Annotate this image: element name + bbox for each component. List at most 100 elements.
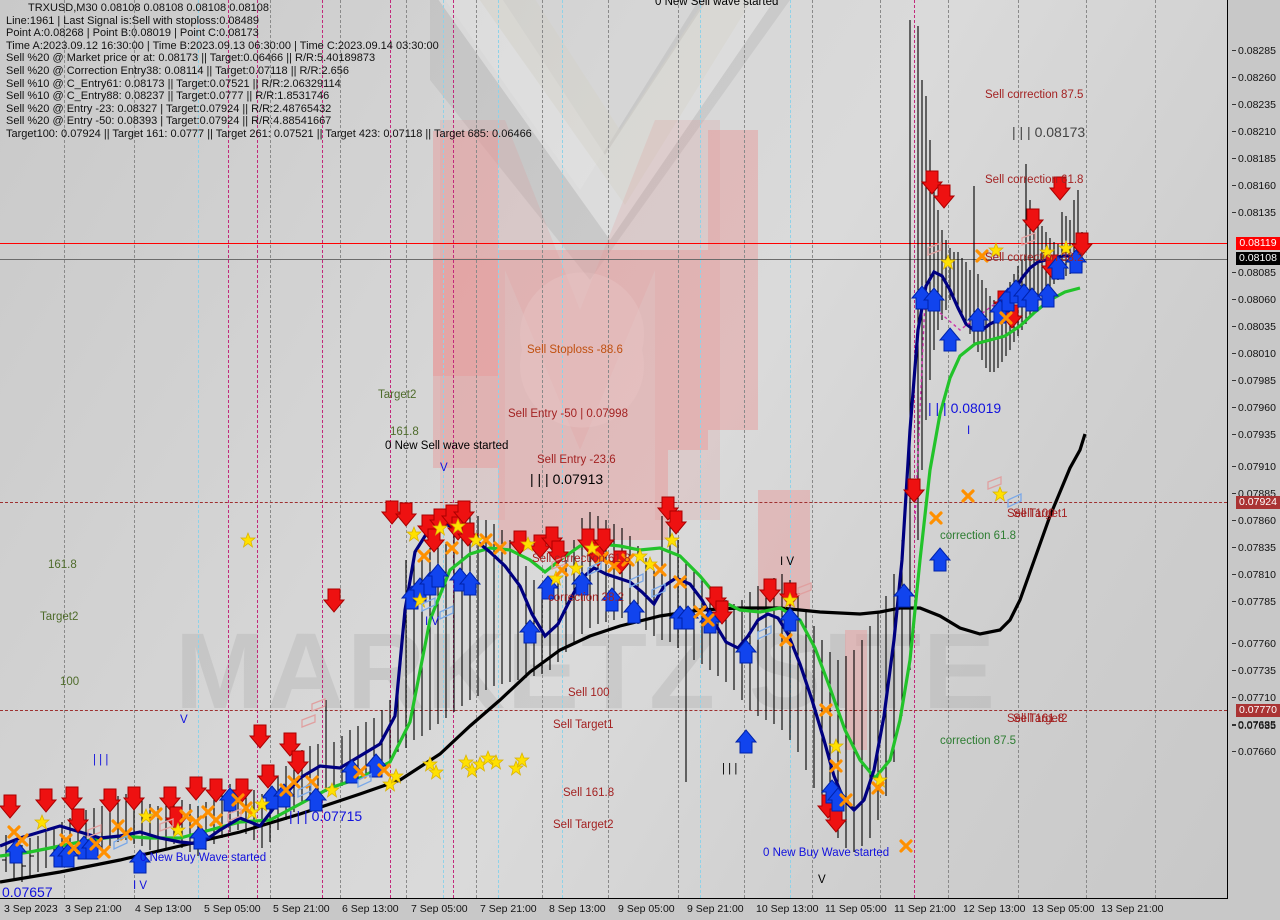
header-line-1: Point A:0.08268 | Point B:0.08019 | Poin… [6, 27, 259, 40]
price-tick-label-16: 0.07860 [1238, 515, 1276, 527]
sell-zone-d [608, 250, 708, 450]
time-tick-0: 3 Sep 2023 [4, 903, 58, 915]
price-series-canvas [0, 20, 1093, 884]
grid-v-18 [678, 0, 679, 898]
grid-v-14 [498, 0, 499, 898]
time-tick-6: 7 Sep 05:00 [411, 903, 468, 915]
chart-label-a18: Sell correction 61.8 [532, 553, 631, 565]
chart-label-a10: 0 New Sell wave started [385, 440, 509, 452]
chart-label-a06: Sell Stoploss -88.6 [527, 344, 623, 356]
price-tick-5: 0.08160 [1228, 180, 1280, 193]
price-tick-8: 0.08060 [1228, 294, 1280, 307]
price-tick-label-17: 0.07835 [1238, 542, 1276, 554]
chart-label-a08: Sell Entry -50 | 0.07998 [508, 408, 628, 420]
price-tick-17: 0.07835 [1228, 542, 1280, 555]
price-tick-11: 0.07985 [1228, 375, 1280, 388]
chart-label-a15: Sell 100 [1013, 508, 1055, 520]
time-tick-11: 10 Sep 13:00 [756, 903, 819, 915]
grid-v-16 [562, 0, 563, 898]
target161-pill: 0.07770 [1236, 704, 1280, 717]
alert-price-line [0, 243, 1227, 244]
time-tick-8: 8 Sep 13:00 [549, 903, 606, 915]
price-tick-20: 0.07760 [1228, 638, 1280, 651]
header-line-6: Sell %10 @ C_Entry88: 0.08237 || Target:… [6, 90, 330, 103]
price-tick-18: 0.07810 [1228, 569, 1280, 582]
price-axis[interactable]: 0.08285 0.08260 0.08235 0.08210 0.08185 0.081… [1228, 0, 1280, 898]
price-tick-label-21: 0.07735 [1238, 665, 1276, 677]
chart-label-a13: | | | 0.08019 [928, 400, 1002, 416]
chart-label-a33: | | | [93, 754, 109, 766]
price-tick-label-7: 0.08085 [1238, 267, 1276, 279]
price-tick-label-10: 0.08010 [1238, 348, 1276, 360]
price-tick-14: 0.07910 [1228, 461, 1280, 474]
time-tick-14: 12 Sep 13:00 [963, 903, 1026, 915]
chart-label-a14: Sell Target1 [1007, 508, 1068, 520]
chart-label-a39: | | | [722, 763, 738, 775]
chart-label-a01: 0 New Sell wave started [655, 0, 779, 8]
grid-v-21 [790, 0, 791, 898]
chart-label-a34: V [180, 714, 188, 726]
chart-info-header: TRXUSD,M30 0.08108 0.08108 0.08108 0.081… [6, 2, 532, 141]
price-tick-6: 0.08135 [1228, 207, 1280, 220]
price-tick-10: 0.08010 [1228, 348, 1280, 361]
sell-markers [0, 170, 1093, 833]
price-tick-25: 0.07635 [1228, 720, 1280, 733]
price-tick-3: 0.08210 [1228, 126, 1280, 139]
grid-v-8 [340, 0, 341, 898]
price-tick-24: 0.07660 [1228, 746, 1280, 759]
header-line-4: Sell %20 @ Correction Entry38: 0.08114 |… [6, 64, 350, 77]
price-tick-label-5: 0.08160 [1238, 180, 1276, 192]
chart-label-a22: Sell 100 [568, 687, 610, 699]
ma-mid-green [0, 286, 1081, 858]
alert-price-pill: 0.08119 [1236, 237, 1280, 250]
grid-v-20 [744, 0, 745, 898]
chart-label-a03: | | | 0.08173 [1012, 124, 1086, 140]
chart-label-a17: 161.8 [48, 559, 77, 571]
grid-v-22 [812, 0, 813, 898]
chart-label-a04: Sell correction 61.8 [985, 174, 1084, 186]
price-tick-label-3: 0.08210 [1238, 126, 1276, 138]
grid-v-3 [198, 0, 199, 898]
grid-v-26 [1018, 0, 1019, 898]
chart-label-a35: I V [133, 880, 148, 892]
price-tick-22: 0.07710 [1228, 692, 1280, 705]
price-tick-label-6: 0.08135 [1238, 207, 1276, 219]
target161-line [0, 710, 1227, 711]
chart-plot-area[interactable]: MARKETZ SITE [0, 0, 1228, 899]
header-line-5: Sell %10 @ C_Entry61: 0.08173 || Target:… [6, 77, 341, 90]
grid-v-9 [390, 0, 391, 898]
grid-v-6 [270, 0, 271, 898]
time-tick-16: 13 Sep 21:00 [1101, 903, 1164, 915]
last-price-line [0, 259, 1227, 260]
chart-label-a25: Sell 161.8 [1013, 713, 1065, 725]
chart-label-a37: V [440, 462, 448, 474]
header-line-7: Sell %20 @ Entry -23: 0.08327 | Target:0… [6, 102, 332, 115]
chart-label-a05: Sell correction 38.2 [985, 252, 1084, 264]
grid-v-28 [1155, 0, 1156, 898]
chart-label-a31: 0 New Buy Wave started [763, 847, 890, 859]
grid-v-2 [134, 0, 135, 898]
current-price-pill: 0.08108 [1236, 252, 1280, 265]
price-tick-16: 0.07860 [1228, 515, 1280, 528]
time-axis[interactable]: 3 Sep 2023 3 Sep 21:00 4 Sep 13:00 5 Sep 05… [0, 899, 1280, 920]
chart-label-a27: | | | 0.07715 [289, 808, 363, 824]
price-tick-label-24: 0.07660 [1238, 746, 1276, 758]
chart-label-a16: correction 61.8 [940, 530, 1017, 542]
time-tick-7: 7 Sep 21:00 [480, 903, 537, 915]
header-line-9: Target100: 0.07924 || Target 161: 0.0777… [6, 127, 532, 140]
price-tick-label-14: 0.07910 [1238, 461, 1276, 473]
sell-zone-f [708, 130, 758, 430]
price-tick-label-1: 0.08260 [1238, 72, 1276, 84]
grid-v-4 [228, 0, 229, 898]
sell-zone-c [498, 250, 608, 550]
grid-v-15 [542, 0, 543, 898]
header-line-2: Time A:2023.09.12 16:30:00 | Time B:2023… [6, 39, 439, 52]
price-tick-label-23: 0.07685 [1238, 719, 1276, 731]
header-line-0: Line:1961 | Last Signal is:Sell with sto… [6, 14, 259, 27]
chart-label-a38: I V [780, 556, 795, 568]
grid-v-7 [322, 0, 323, 898]
price-tick-2: 0.08235 [1228, 99, 1280, 112]
grid-v-12 [453, 0, 454, 898]
chart-label-a19: correction 38.2 [548, 592, 625, 604]
